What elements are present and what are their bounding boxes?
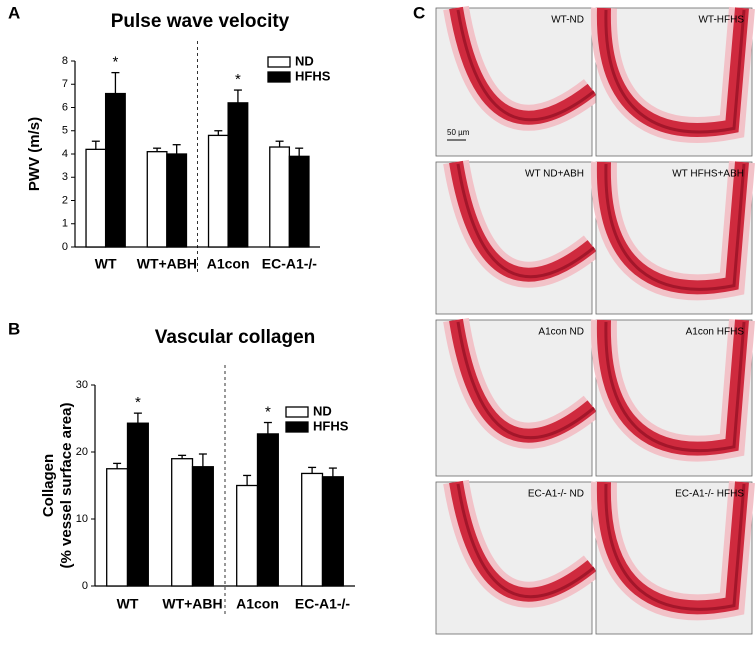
significance-label: *	[265, 403, 271, 420]
y-tick-label: 6	[62, 101, 68, 113]
y-tick-label: 2	[62, 194, 68, 206]
bar	[171, 458, 194, 587]
micrograph: WT-ND	[435, 5, 601, 157]
micrograph-label: WT-HFHS	[698, 15, 744, 26]
micrograph-label: EC-A1-/- HFHS	[675, 489, 744, 500]
y-tick-label: 0	[82, 580, 88, 592]
x-tick-label: WT+ABH	[137, 256, 197, 272]
y-tick-label: 8	[62, 55, 68, 67]
vessel-wall	[604, 163, 746, 291]
vessel-wall	[604, 9, 746, 134]
y-tick-label: 4	[62, 148, 68, 160]
bar	[321, 476, 344, 587]
micrograph: WT-HFHS	[590, 6, 755, 157]
y-axis-label: Collagen	[40, 454, 57, 517]
micrograph: EC-A1-/- HFHS	[590, 480, 755, 635]
significance-label: *	[235, 71, 241, 88]
panel-label: A	[8, 3, 20, 22]
bar	[288, 155, 310, 248]
y-tick-label: 0	[62, 241, 68, 253]
bar	[166, 153, 188, 248]
chart-title: Pulse wave velocity	[111, 11, 290, 32]
chart-title: Vascular collagen	[155, 327, 316, 348]
panel-label: C	[413, 3, 425, 22]
legend-label: HFHS	[313, 418, 349, 433]
bar	[104, 92, 126, 248]
micrograph: EC-A1-/- ND	[435, 479, 601, 635]
bar	[106, 468, 129, 587]
significance-label: *	[113, 54, 119, 71]
vessel-wall	[604, 321, 746, 452]
x-tick-label: WT+ABH	[162, 596, 222, 612]
legend-swatch	[267, 56, 291, 68]
bar	[227, 102, 249, 248]
bar	[126, 422, 149, 587]
y-tick-label: 20	[76, 446, 88, 458]
bar	[207, 134, 229, 248]
legend-swatch	[285, 421, 309, 433]
bar	[269, 146, 291, 248]
y-tick-label: 1	[62, 218, 68, 230]
micrograph: A1con HFHS	[590, 318, 755, 477]
x-tick-label: A1con	[207, 256, 250, 272]
micrograph: WT ND+ABH	[435, 159, 601, 315]
bar	[191, 466, 214, 587]
x-tick-label: A1con	[236, 596, 279, 612]
legend-label: ND	[295, 53, 314, 68]
micrograph-label: A1con HFHS	[686, 327, 745, 338]
micrograph: A1con ND	[435, 317, 601, 477]
legend-label: ND	[313, 403, 332, 418]
y-axis-label: (% vessel surface area)	[58, 403, 75, 569]
vessel-wall	[456, 321, 595, 440]
x-tick-label: EC-A1-/-	[262, 256, 318, 272]
vessel-wall	[456, 163, 595, 279]
micrograph: WT HFHS+ABH	[590, 160, 755, 315]
x-tick-label: EC-A1-/-	[295, 596, 351, 612]
micrograph-label: EC-A1-/- ND	[528, 489, 584, 500]
vessel-wall	[456, 9, 595, 122]
x-tick-label: WT	[117, 596, 139, 612]
bar	[301, 472, 324, 587]
bar	[146, 151, 168, 248]
panel-label: B	[8, 319, 20, 338]
micrograph-label: WT ND+ABH	[525, 169, 584, 180]
legend-label: HFHS	[295, 68, 331, 83]
legend-swatch	[267, 71, 291, 83]
micrograph-label: A1con ND	[538, 327, 584, 338]
y-tick-label: 30	[76, 379, 88, 391]
x-tick-label: WT	[95, 256, 117, 272]
significance-label: *	[135, 394, 141, 411]
legend-swatch	[285, 406, 309, 418]
y-tick-label: 5	[62, 125, 68, 137]
vessel-wall	[604, 483, 746, 611]
y-tick-label: 10	[76, 513, 88, 525]
vessel-wall	[456, 483, 595, 599]
bar	[236, 484, 259, 587]
bar	[85, 148, 107, 248]
bar	[256, 433, 279, 587]
y-tick-label: 3	[62, 171, 68, 183]
micrograph-label: WT HFHS+ABH	[672, 169, 744, 180]
y-axis-label: PWV (m/s)	[26, 117, 43, 191]
scale-bar-label: 50 µm	[447, 128, 470, 137]
micrograph-label: WT-ND	[551, 15, 584, 26]
y-tick-label: 7	[62, 78, 68, 90]
